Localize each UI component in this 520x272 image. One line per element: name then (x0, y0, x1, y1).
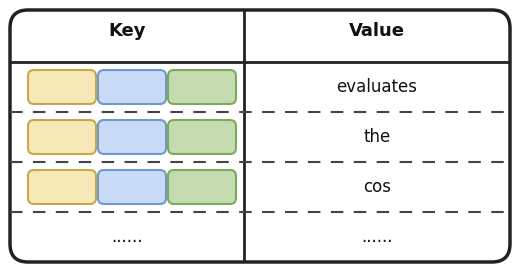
Text: evaluates: evaluates (336, 78, 418, 96)
FancyBboxPatch shape (98, 170, 166, 204)
Text: ......: ...... (111, 228, 143, 246)
Text: Value: Value (349, 22, 405, 40)
FancyBboxPatch shape (98, 70, 166, 104)
Text: ......: ...... (361, 228, 393, 246)
FancyBboxPatch shape (28, 70, 96, 104)
FancyBboxPatch shape (28, 120, 96, 154)
FancyBboxPatch shape (10, 10, 510, 262)
Text: the: the (363, 128, 391, 146)
Text: cos: cos (363, 178, 391, 196)
FancyBboxPatch shape (168, 120, 236, 154)
FancyBboxPatch shape (168, 170, 236, 204)
FancyBboxPatch shape (168, 70, 236, 104)
FancyBboxPatch shape (98, 120, 166, 154)
FancyBboxPatch shape (28, 170, 96, 204)
Text: Key: Key (108, 22, 146, 40)
